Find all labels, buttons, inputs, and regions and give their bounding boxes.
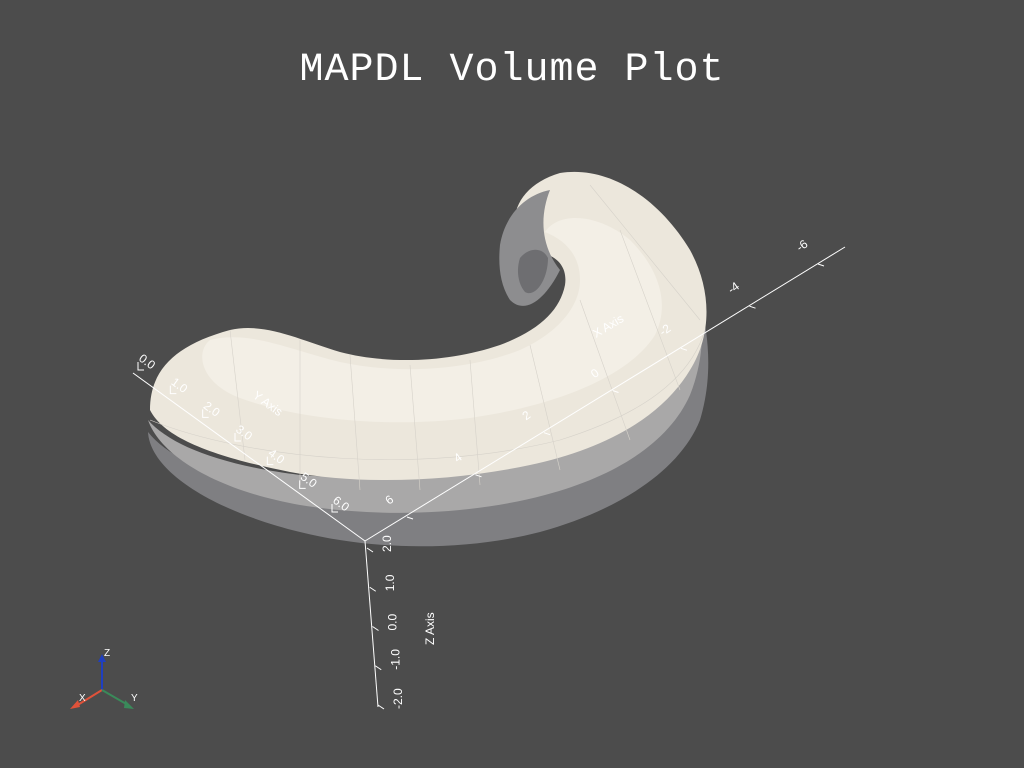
z-axis-line — [364, 540, 379, 708]
orient-x-label: X — [79, 693, 86, 704]
x-axis-tick — [543, 432, 551, 436]
y-axis-tick-label: 0.0 — [136, 351, 158, 372]
y-axis-tick — [202, 409, 209, 418]
z-axis-tick-label: 0.0 — [386, 613, 400, 630]
z-axis-tick — [374, 665, 382, 671]
x-axis-tick-label: -4 — [725, 279, 742, 297]
mesh-top-highlight — [202, 218, 662, 423]
x-axis-tick — [406, 516, 414, 520]
orient-y-arrow — [101, 689, 129, 706]
y-axis-tick — [169, 385, 177, 395]
mesh-facet-edges — [149, 184, 706, 491]
x-axis-tick-label: -6 — [794, 237, 811, 255]
z-axis-tick — [369, 586, 377, 592]
z-axis-tick-label: 1.0 — [383, 574, 397, 591]
orient-x-arrowhead — [70, 700, 80, 709]
x-axis-line — [364, 246, 846, 542]
orient-z-label: Z — [104, 648, 110, 659]
orient-y-label: Y — [131, 693, 138, 704]
orientation-widget: Z X Y — [70, 648, 138, 709]
mesh-inner-cavity-dark — [517, 249, 548, 294]
orient-y-arrowhead — [124, 700, 134, 709]
plot-title: MAPDL Volume Plot — [299, 48, 725, 93]
y-axis-line — [132, 372, 366, 542]
y-axis-tick — [266, 456, 274, 466]
orient-x-arrow — [75, 689, 103, 707]
x-axis-tick — [612, 390, 619, 393]
y-axis-tick — [331, 504, 338, 513]
z-axis-tick-label: -1.0 — [388, 649, 402, 670]
x-axis-tick — [749, 305, 756, 309]
z-axis-tick — [366, 547, 374, 553]
z-axis: 2.0 1.0 0.0 -1.0 -2.0 Z Axis — [364, 535, 437, 710]
mesh-side-lower — [148, 310, 702, 513]
y-axis-tick — [137, 362, 144, 371]
mesh-inner-cavity — [499, 190, 560, 306]
volume-mesh[interactable] — [148, 171, 709, 547]
z-axis-title: Z Axis — [423, 612, 437, 645]
z-axis-tick — [372, 626, 379, 631]
z-axis-tick — [377, 704, 385, 710]
x-axis-tick — [817, 263, 825, 267]
orient-z-arrowhead — [98, 654, 106, 662]
y-axis-tick — [234, 433, 241, 442]
y-axis-tick — [299, 480, 306, 489]
z-axis-tick-label: 2.0 — [380, 535, 394, 552]
z-axis-tick-label: -2.0 — [391, 688, 405, 709]
